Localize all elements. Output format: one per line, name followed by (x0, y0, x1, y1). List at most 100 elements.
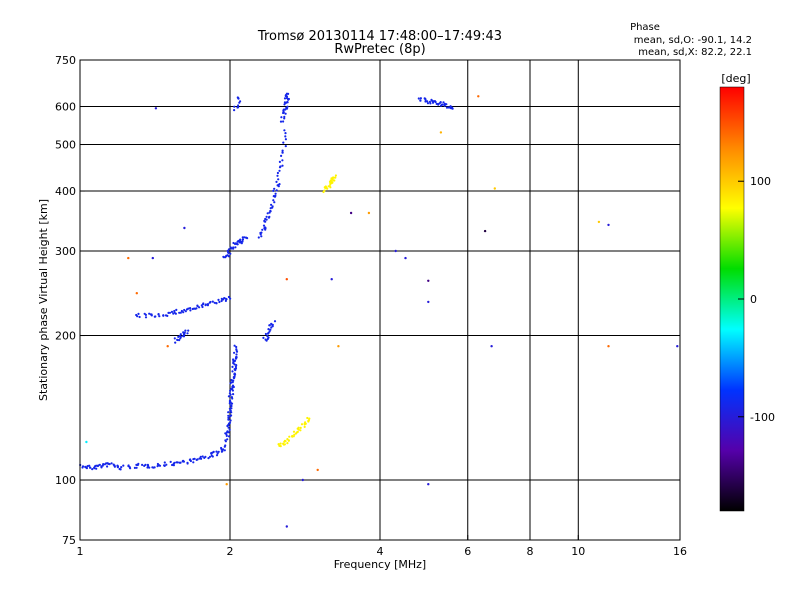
data-point (278, 169, 281, 172)
data-point (316, 468, 319, 472)
data-point (308, 417, 311, 420)
data-point (286, 438, 289, 441)
data-point (281, 151, 284, 154)
data-point (286, 100, 289, 104)
data-point (270, 326, 273, 329)
data-point (333, 179, 336, 182)
data-point (281, 164, 284, 167)
data-point (215, 450, 218, 453)
data-point (442, 101, 445, 104)
data-point (207, 457, 210, 460)
data-point (232, 247, 235, 250)
data-point (98, 463, 101, 466)
data-point (158, 464, 162, 467)
data-point (211, 300, 214, 303)
data-point (445, 106, 449, 109)
data-point (325, 186, 328, 190)
colorbar-label: [deg] (721, 72, 750, 85)
data-point (239, 100, 242, 103)
data-point (225, 433, 228, 436)
data-point (182, 333, 186, 336)
data-point (144, 463, 147, 466)
data-point (227, 411, 230, 414)
data-point (178, 311, 181, 314)
data-point (275, 189, 278, 192)
data-point (230, 387, 233, 390)
data-point (177, 335, 180, 338)
colorbar-tick-label: 100 (750, 175, 771, 188)
data-point (213, 301, 216, 304)
data-point (283, 115, 286, 118)
phase-info-line2: mean, sd,X: 82.2, 22.1 (638, 47, 752, 58)
y-tick-label: 200 (55, 330, 76, 343)
data-point (264, 332, 267, 336)
data-point (269, 210, 272, 213)
data-point (129, 467, 132, 470)
colorbar-tick-label: -100 (750, 411, 775, 424)
data-point (241, 238, 244, 241)
data-point (299, 429, 302, 432)
data-point (158, 315, 161, 318)
data-point (283, 439, 286, 442)
data-point (180, 309, 183, 313)
y-axis-label: Stationary phase Virtual Height [km] (37, 199, 50, 401)
data-point (220, 450, 223, 453)
data-point (227, 435, 231, 438)
data-point (189, 307, 192, 310)
data-point (166, 314, 169, 317)
data-point (282, 141, 285, 144)
data-point (334, 174, 337, 177)
x-tick-label: 1 (77, 545, 84, 558)
data-point (230, 381, 233, 384)
data-point (202, 302, 205, 305)
data-point (283, 101, 286, 104)
data-point (227, 416, 230, 419)
data-point (274, 192, 277, 195)
data-point (227, 248, 231, 251)
data-point (106, 465, 109, 468)
data-point (272, 199, 275, 202)
data-point (187, 329, 190, 332)
data-point (270, 203, 273, 206)
data-point (102, 463, 105, 466)
chart-subtitle: RwPretec (8p) (334, 42, 425, 57)
data-point (278, 160, 281, 163)
data-point (266, 335, 269, 338)
data-point (230, 396, 233, 399)
data-point (483, 229, 487, 233)
data-point (281, 159, 284, 162)
data-point (292, 435, 295, 438)
data-point (296, 430, 299, 433)
data-point (259, 231, 262, 235)
data-point (232, 393, 235, 396)
data-point (118, 467, 121, 471)
data-point (285, 525, 288, 528)
data-point (149, 313, 152, 316)
data-point (268, 324, 271, 327)
data-point (233, 359, 237, 362)
data-point (220, 299, 223, 303)
data-point (231, 365, 234, 368)
data-point (187, 307, 190, 310)
data-point (216, 452, 219, 455)
data-point (262, 224, 266, 227)
data-point (235, 348, 238, 351)
data-point (100, 466, 103, 469)
data-point (195, 307, 198, 310)
data-point (229, 419, 232, 422)
data-point (273, 187, 276, 190)
data-point (163, 464, 166, 467)
data-point (189, 459, 192, 463)
data-point (153, 466, 156, 469)
data-point (227, 251, 230, 254)
data-point (144, 316, 148, 319)
data-point (229, 404, 232, 407)
data-point (110, 462, 113, 465)
data-point (285, 97, 289, 100)
data-point (404, 256, 407, 260)
data-point (263, 220, 266, 223)
data-point (447, 106, 450, 109)
data-point (230, 402, 234, 405)
data-point (151, 256, 154, 260)
